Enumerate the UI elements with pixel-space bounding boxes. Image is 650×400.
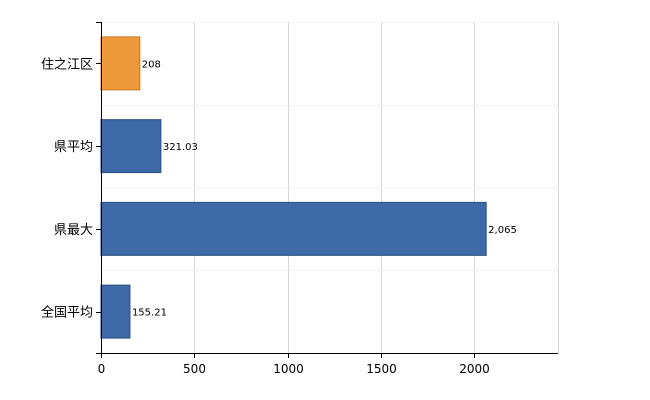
- category-label: 県平均: [54, 140, 93, 155]
- x-tick-label: 1500: [366, 362, 397, 376]
- category-label: 住之江区: [41, 57, 93, 72]
- x-tick-label: 1000: [273, 362, 304, 376]
- data-label: 321.03: [163, 142, 198, 153]
- bar: [100, 119, 162, 174]
- bar: [100, 284, 131, 339]
- data-label: 155.21: [132, 308, 167, 319]
- data-label: 208: [142, 59, 161, 70]
- category-label: 全国平均: [41, 305, 93, 321]
- x-tick-label: 500: [183, 362, 206, 376]
- x-tick-label: 0: [98, 362, 106, 376]
- bar: [100, 36, 141, 91]
- x-tick-label: 2000: [459, 362, 490, 376]
- data-label: 2,065: [488, 225, 517, 236]
- category-label: 県最大: [54, 223, 93, 238]
- bar: [100, 201, 487, 256]
